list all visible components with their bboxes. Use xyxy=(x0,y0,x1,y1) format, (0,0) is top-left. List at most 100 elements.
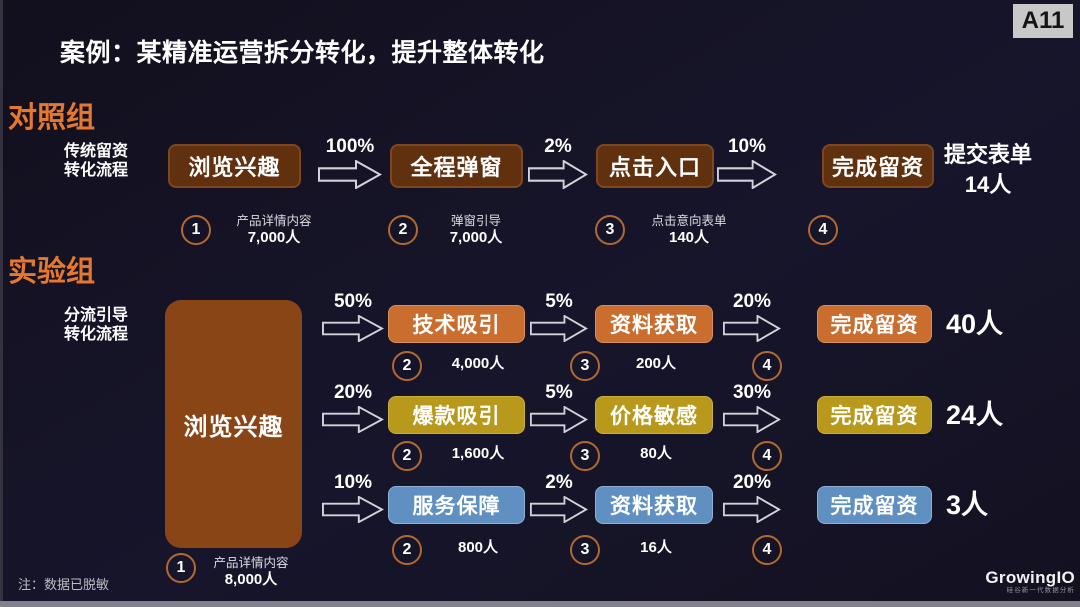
milestone: 弹窗引导 7,000人 xyxy=(421,214,531,246)
result-box: 完成留资 xyxy=(817,396,932,434)
milestone-value: 140人 xyxy=(668,229,710,246)
conversion-rate-label: 20% xyxy=(732,291,772,312)
experiment-flow-type-label: 分流引导 转化流程 xyxy=(64,306,128,344)
milestone-value: 4,000人 xyxy=(451,355,505,372)
conversion-rate-label: 50% xyxy=(333,291,373,312)
conversion-arrow-group: 2% xyxy=(527,137,589,189)
experiment-group-label: 实验组 xyxy=(8,256,96,288)
conversion-rate-label: 2% xyxy=(545,472,573,493)
step-number-circle: 1 xyxy=(166,553,196,583)
milestone-value: 200人 xyxy=(635,355,677,372)
milestone-label: 弹窗引导 xyxy=(450,214,501,228)
logo-name: GrowingIO xyxy=(985,568,1075,587)
milestone-value: 7,000人 xyxy=(449,229,503,246)
flow-arrow-icon xyxy=(322,496,384,523)
milestone-value: 800人 xyxy=(457,539,499,556)
step-number-circle: 1 xyxy=(181,215,211,245)
flow-arrow-icon xyxy=(528,160,588,189)
slide-left-edge xyxy=(0,0,3,607)
flow-arrow-icon xyxy=(318,160,382,189)
flow-step-box-tech: 技术吸引 xyxy=(388,305,525,343)
control-result-line2: 14人 xyxy=(964,172,1012,197)
control-result-summary: 提交表单 14人 xyxy=(930,140,1046,200)
conversion-rate-label: 20% xyxy=(732,472,772,493)
control-flow-type-line2: 转化流程 xyxy=(64,162,129,179)
control-flow-type-label: 传统留资 转化流程 xyxy=(64,142,128,180)
result-count: 40人 xyxy=(946,309,1004,339)
step-number-circle: 4 xyxy=(752,351,782,381)
data-note: 注：数据已脱敏 xyxy=(18,577,110,592)
conversion-arrow-group: 10% xyxy=(320,473,386,523)
flow-arrow-icon xyxy=(530,496,588,523)
slide-title: 案例：某精准运营拆分转化，提升整体转化 xyxy=(60,39,545,67)
milestone: 产品详情内容 8,000人 xyxy=(198,556,304,588)
conversion-arrow-group: 20% xyxy=(722,292,782,342)
milestone-label: 点击意向表单 xyxy=(651,214,727,228)
flow-arrow-icon xyxy=(322,315,384,342)
result-count: 3人 xyxy=(946,490,989,520)
milestone-label: 产品详情内容 xyxy=(213,556,289,570)
conversion-arrow-group: 20% xyxy=(320,383,386,433)
conversion-rate-label: 20% xyxy=(333,382,373,403)
flow-step-box-complete: 完成留资 xyxy=(822,144,934,188)
flow-step-box-entry: 点击入口 xyxy=(596,144,714,188)
conversion-rate-label: 100% xyxy=(325,136,375,157)
milestone-value: 16人 xyxy=(640,539,672,556)
step-number-circle: 2 xyxy=(392,351,422,381)
conversion-arrow-group: 100% xyxy=(315,137,385,189)
flow-step-box-popup: 全程弹窗 xyxy=(390,144,523,188)
result-box: 完成留资 xyxy=(817,305,932,343)
step-number-circle: 4 xyxy=(808,215,838,245)
control-flow-type-line1: 传统留资 xyxy=(64,143,129,160)
experiment-flow-type-line2: 转化流程 xyxy=(64,326,129,343)
conversion-arrow-group: 5% xyxy=(529,383,589,433)
milestone-value: 7,000人 xyxy=(247,229,301,246)
flow-arrow-icon xyxy=(723,315,781,342)
control-group-label: 对照组 xyxy=(8,102,96,134)
flow-arrow-icon xyxy=(723,496,781,523)
flow-step-box-material: 资料获取 xyxy=(595,305,713,343)
logo-tagline: 硅谷新一代数据分析 xyxy=(1006,587,1075,594)
flow-step-box-price: 价格敏感 xyxy=(595,396,713,434)
conversion-rate-label: 2% xyxy=(544,136,572,157)
source-box: 浏览兴趣 xyxy=(165,300,302,548)
step-number-circle: 2 xyxy=(392,535,422,565)
conversion-arrow-group: 20% xyxy=(722,473,782,523)
milestone: 点击意向表单 140人 xyxy=(628,214,750,246)
conversion-arrow-group: 2% xyxy=(529,473,589,523)
flow-step-box-material2: 资料获取 xyxy=(595,486,713,524)
step-number-circle: 2 xyxy=(388,215,418,245)
conversion-arrow-group: 50% xyxy=(320,292,386,342)
flow-step-box-service: 服务保障 xyxy=(388,486,525,524)
flow-arrow-icon xyxy=(530,406,588,433)
flow-arrow-icon xyxy=(530,315,588,342)
conversion-arrow-group: 30% xyxy=(722,383,782,433)
milestone-value: 1,600人 xyxy=(451,445,505,462)
conversion-rate-label: 10% xyxy=(333,472,373,493)
result-box: 完成留资 xyxy=(817,486,932,524)
step-number-circle: 4 xyxy=(752,535,782,565)
step-number-circle: 4 xyxy=(752,441,782,471)
flow-arrow-icon xyxy=(723,406,781,433)
corner-badge: A11 xyxy=(1013,4,1073,38)
flow-step-box-browse: 浏览兴趣 xyxy=(168,144,301,188)
growingio-logo: GrowingIO 硅谷新一代数据分析 xyxy=(983,568,1075,595)
flow-arrow-icon xyxy=(717,160,777,189)
conversion-arrow-group: 5% xyxy=(529,292,589,342)
result-count: 24人 xyxy=(946,400,1004,430)
experiment-flow-type-line1: 分流引导 xyxy=(64,307,129,324)
step-number-circle: 3 xyxy=(570,351,600,381)
step-number-circle: 3 xyxy=(595,215,625,245)
conversion-rate-label: 5% xyxy=(545,291,573,312)
step-number-circle: 2 xyxy=(392,441,422,471)
conversion-arrow-group: 10% xyxy=(716,137,778,189)
milestone-value: 8,000人 xyxy=(224,571,278,588)
milestone: 产品详情内容 7,000人 xyxy=(214,214,334,246)
flow-step-box-hot: 爆款吸引 xyxy=(388,396,525,434)
conversion-rate-label: 30% xyxy=(732,382,772,403)
step-number-circle: 3 xyxy=(570,441,600,471)
conversion-rate-label: 10% xyxy=(727,136,767,157)
milestone-value: 80人 xyxy=(640,445,672,462)
control-result-line1: 提交表单 xyxy=(943,142,1032,167)
